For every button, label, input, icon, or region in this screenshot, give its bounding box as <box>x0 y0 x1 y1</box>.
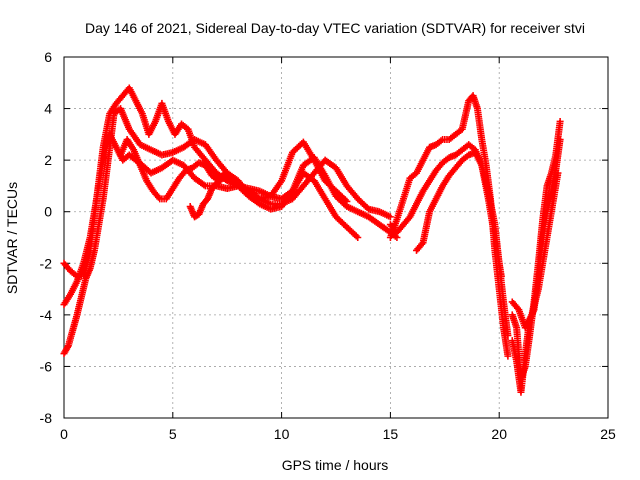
x-tick-label: 5 <box>169 426 177 442</box>
series-series-3 <box>60 105 394 358</box>
data-point <box>386 213 394 221</box>
x-tick-label: 15 <box>383 426 399 442</box>
data-points <box>60 84 564 396</box>
y-tick-label: -8 <box>40 410 53 426</box>
y-axis-label: SDTVAR / TECUs <box>4 182 20 294</box>
data-point <box>504 352 512 360</box>
series-series-5 <box>186 177 225 221</box>
axis-ticks: 0 5 10 15 20 25 -8 -6 -4 -2 0 2 4 6 <box>40 49 616 442</box>
y-tick-label: 2 <box>44 152 52 168</box>
series-series-11 <box>508 169 562 332</box>
x-tick-label: 20 <box>491 426 507 442</box>
chart-title: Day 146 of 2021, Sidereal Day-to-day VTE… <box>85 20 585 36</box>
y-tick-label: 4 <box>44 101 52 117</box>
x-tick-label: 0 <box>60 426 68 442</box>
series-series-4 <box>117 136 401 241</box>
y-tick-label: 6 <box>44 49 52 65</box>
data-point <box>497 272 505 280</box>
y-tick-label: -2 <box>40 255 53 271</box>
x-tick-label: 25 <box>600 426 616 442</box>
data-point <box>217 177 225 185</box>
x-axis-label: GPS time / hours <box>282 457 389 473</box>
x-tick-label: 10 <box>274 426 290 442</box>
data-point <box>556 136 564 144</box>
y-tick-label: -6 <box>40 358 53 374</box>
data-point <box>554 169 562 177</box>
y-tick-label: 0 <box>44 204 52 220</box>
data-point <box>556 117 564 125</box>
data-point <box>215 178 223 186</box>
series-series-8 <box>413 148 505 280</box>
y-tick-label: -4 <box>40 307 53 323</box>
plot-frame <box>63 56 609 419</box>
data-point <box>504 331 512 339</box>
data-point <box>354 234 362 241</box>
